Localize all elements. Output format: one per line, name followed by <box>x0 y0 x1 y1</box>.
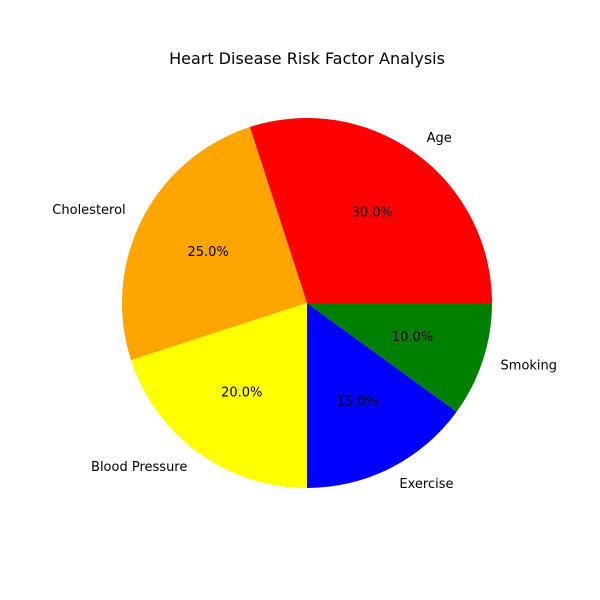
pie-slice-cholesterol <box>121 127 307 361</box>
slice-label-smoking: Smoking <box>501 358 558 373</box>
slice-label-cholesterol: Cholesterol <box>52 203 125 218</box>
pie-slice-exercise <box>307 303 457 488</box>
slice-label-age: Age <box>427 131 452 146</box>
chart-title: Heart Disease Risk Factor Analysis <box>169 49 445 68</box>
slice-label-blood-pressure: Blood Pressure <box>91 460 187 475</box>
pct-label-smoking: 10.0% <box>392 330 433 345</box>
pct-label-cholesterol: 25.0% <box>187 245 228 260</box>
pie-slice-age <box>249 118 492 304</box>
slice-label-exercise: Exercise <box>399 477 453 492</box>
pie-slices <box>121 118 492 488</box>
pct-label-blood-pressure: 20.0% <box>221 385 262 400</box>
pct-label-exercise: 15.0% <box>337 394 378 409</box>
pie-slice-smoking <box>307 303 492 412</box>
pie-slice-blood-pressure <box>131 303 307 488</box>
pie-labels: Age 30.0% Cholesterol 25.0% Blood Pressure 20… <box>52 131 557 492</box>
pct-label-age: 30.0% <box>352 206 393 221</box>
